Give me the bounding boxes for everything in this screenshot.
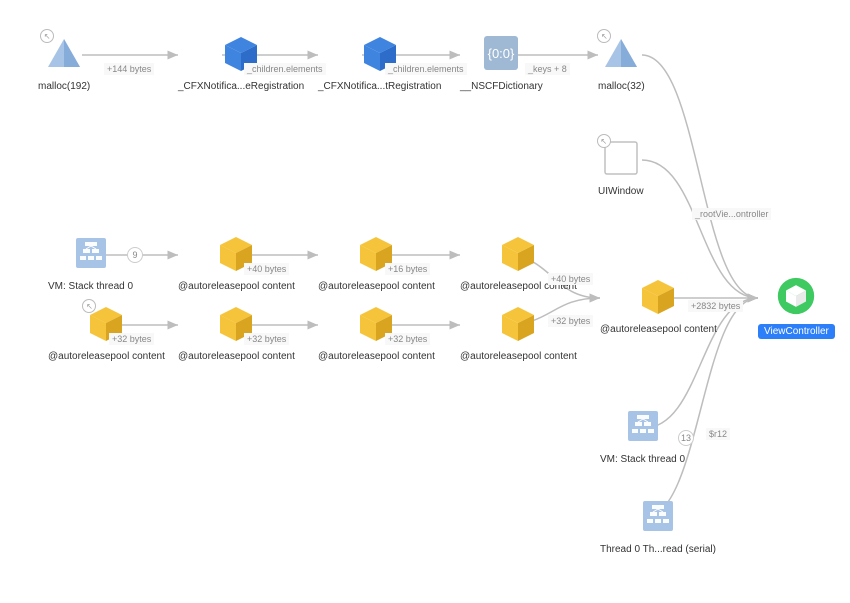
pyramid-icon: ↖ [601,33,641,73]
edge-label: +2832 bytes [688,300,743,312]
node-label: _CFXNotifica...eRegistration [178,81,304,92]
node-label: Thread 0 Th...read (serial) [600,544,716,555]
edge-label: +32 bytes [548,315,593,327]
node-uiwindow[interactable]: ↖ UIWindow [598,138,644,197]
node-label: @autoreleasepool content [460,351,577,362]
edge [642,55,758,298]
node-malloc192[interactable]: ↖ malloc(192) [38,33,90,92]
svg-text:{0:0}: {0:0} [488,46,515,61]
dictionary-icon: {0:0} [481,33,521,73]
node-label: VM: Stack thread 0 [600,454,685,465]
node-label: @autoreleasepool content [318,281,435,292]
edge-count-badge: 13 [678,430,694,446]
edge-label: _rootVie...ontroller [692,208,771,220]
expand-icon[interactable]: ↖ [597,134,611,148]
stack-icon [623,406,663,446]
node-label: @autoreleasepool content [600,324,717,335]
node-stack0b[interactable]: VM: Stack thread 0 [600,406,685,465]
green-cube-icon [776,276,816,316]
node-malloc32[interactable]: ↖ malloc(32) [598,33,645,92]
stack-icon [638,496,678,536]
edge-label: +16 bytes [385,263,430,275]
node-label: UIWindow [598,186,644,197]
stack-icon [71,233,111,273]
node-label: @autoreleasepool content [178,281,295,292]
edge-label: +32 bytes [109,333,154,345]
edge-label: _children.elements [244,63,326,75]
yellow-cube-icon [638,276,678,316]
edge-label: +144 bytes [104,63,154,75]
empty-box-icon: ↖ [601,138,641,178]
edge-label: +32 bytes [244,333,289,345]
node-thread0[interactable]: Thread 0 Th...read (serial) [600,496,716,555]
node-label: ViewController [758,324,835,339]
edge-label: $r12 [706,428,730,440]
yellow-cube-icon [498,233,538,273]
edge-label: +40 bytes [548,273,593,285]
node-label: malloc(32) [598,81,645,92]
node-auto_r3d[interactable]: @autoreleasepool content [460,303,577,362]
edge-label: +40 bytes [244,263,289,275]
edge-count-badge: 9 [127,247,143,263]
edge-label: _keys + 8 [525,63,570,75]
node-label: @autoreleasepool content [318,351,435,362]
pyramid-icon: ↖ [44,33,84,73]
edge-label: _children.elements [385,63,467,75]
edge-label: +32 bytes [385,333,430,345]
node-label: malloc(192) [38,81,90,92]
node-label: _CFXNotifica...tRegistration [318,81,441,92]
node-viewcontroller[interactable]: ViewController [758,276,835,339]
node-label: @autoreleasepool content [178,351,295,362]
yellow-cube-icon [498,303,538,343]
node-label: @autoreleasepool content [48,351,165,362]
node-stack0a[interactable]: VM: Stack thread 0 [48,233,133,292]
node-label: VM: Stack thread 0 [48,281,133,292]
node-label: __NSCFDictionary [460,81,543,92]
